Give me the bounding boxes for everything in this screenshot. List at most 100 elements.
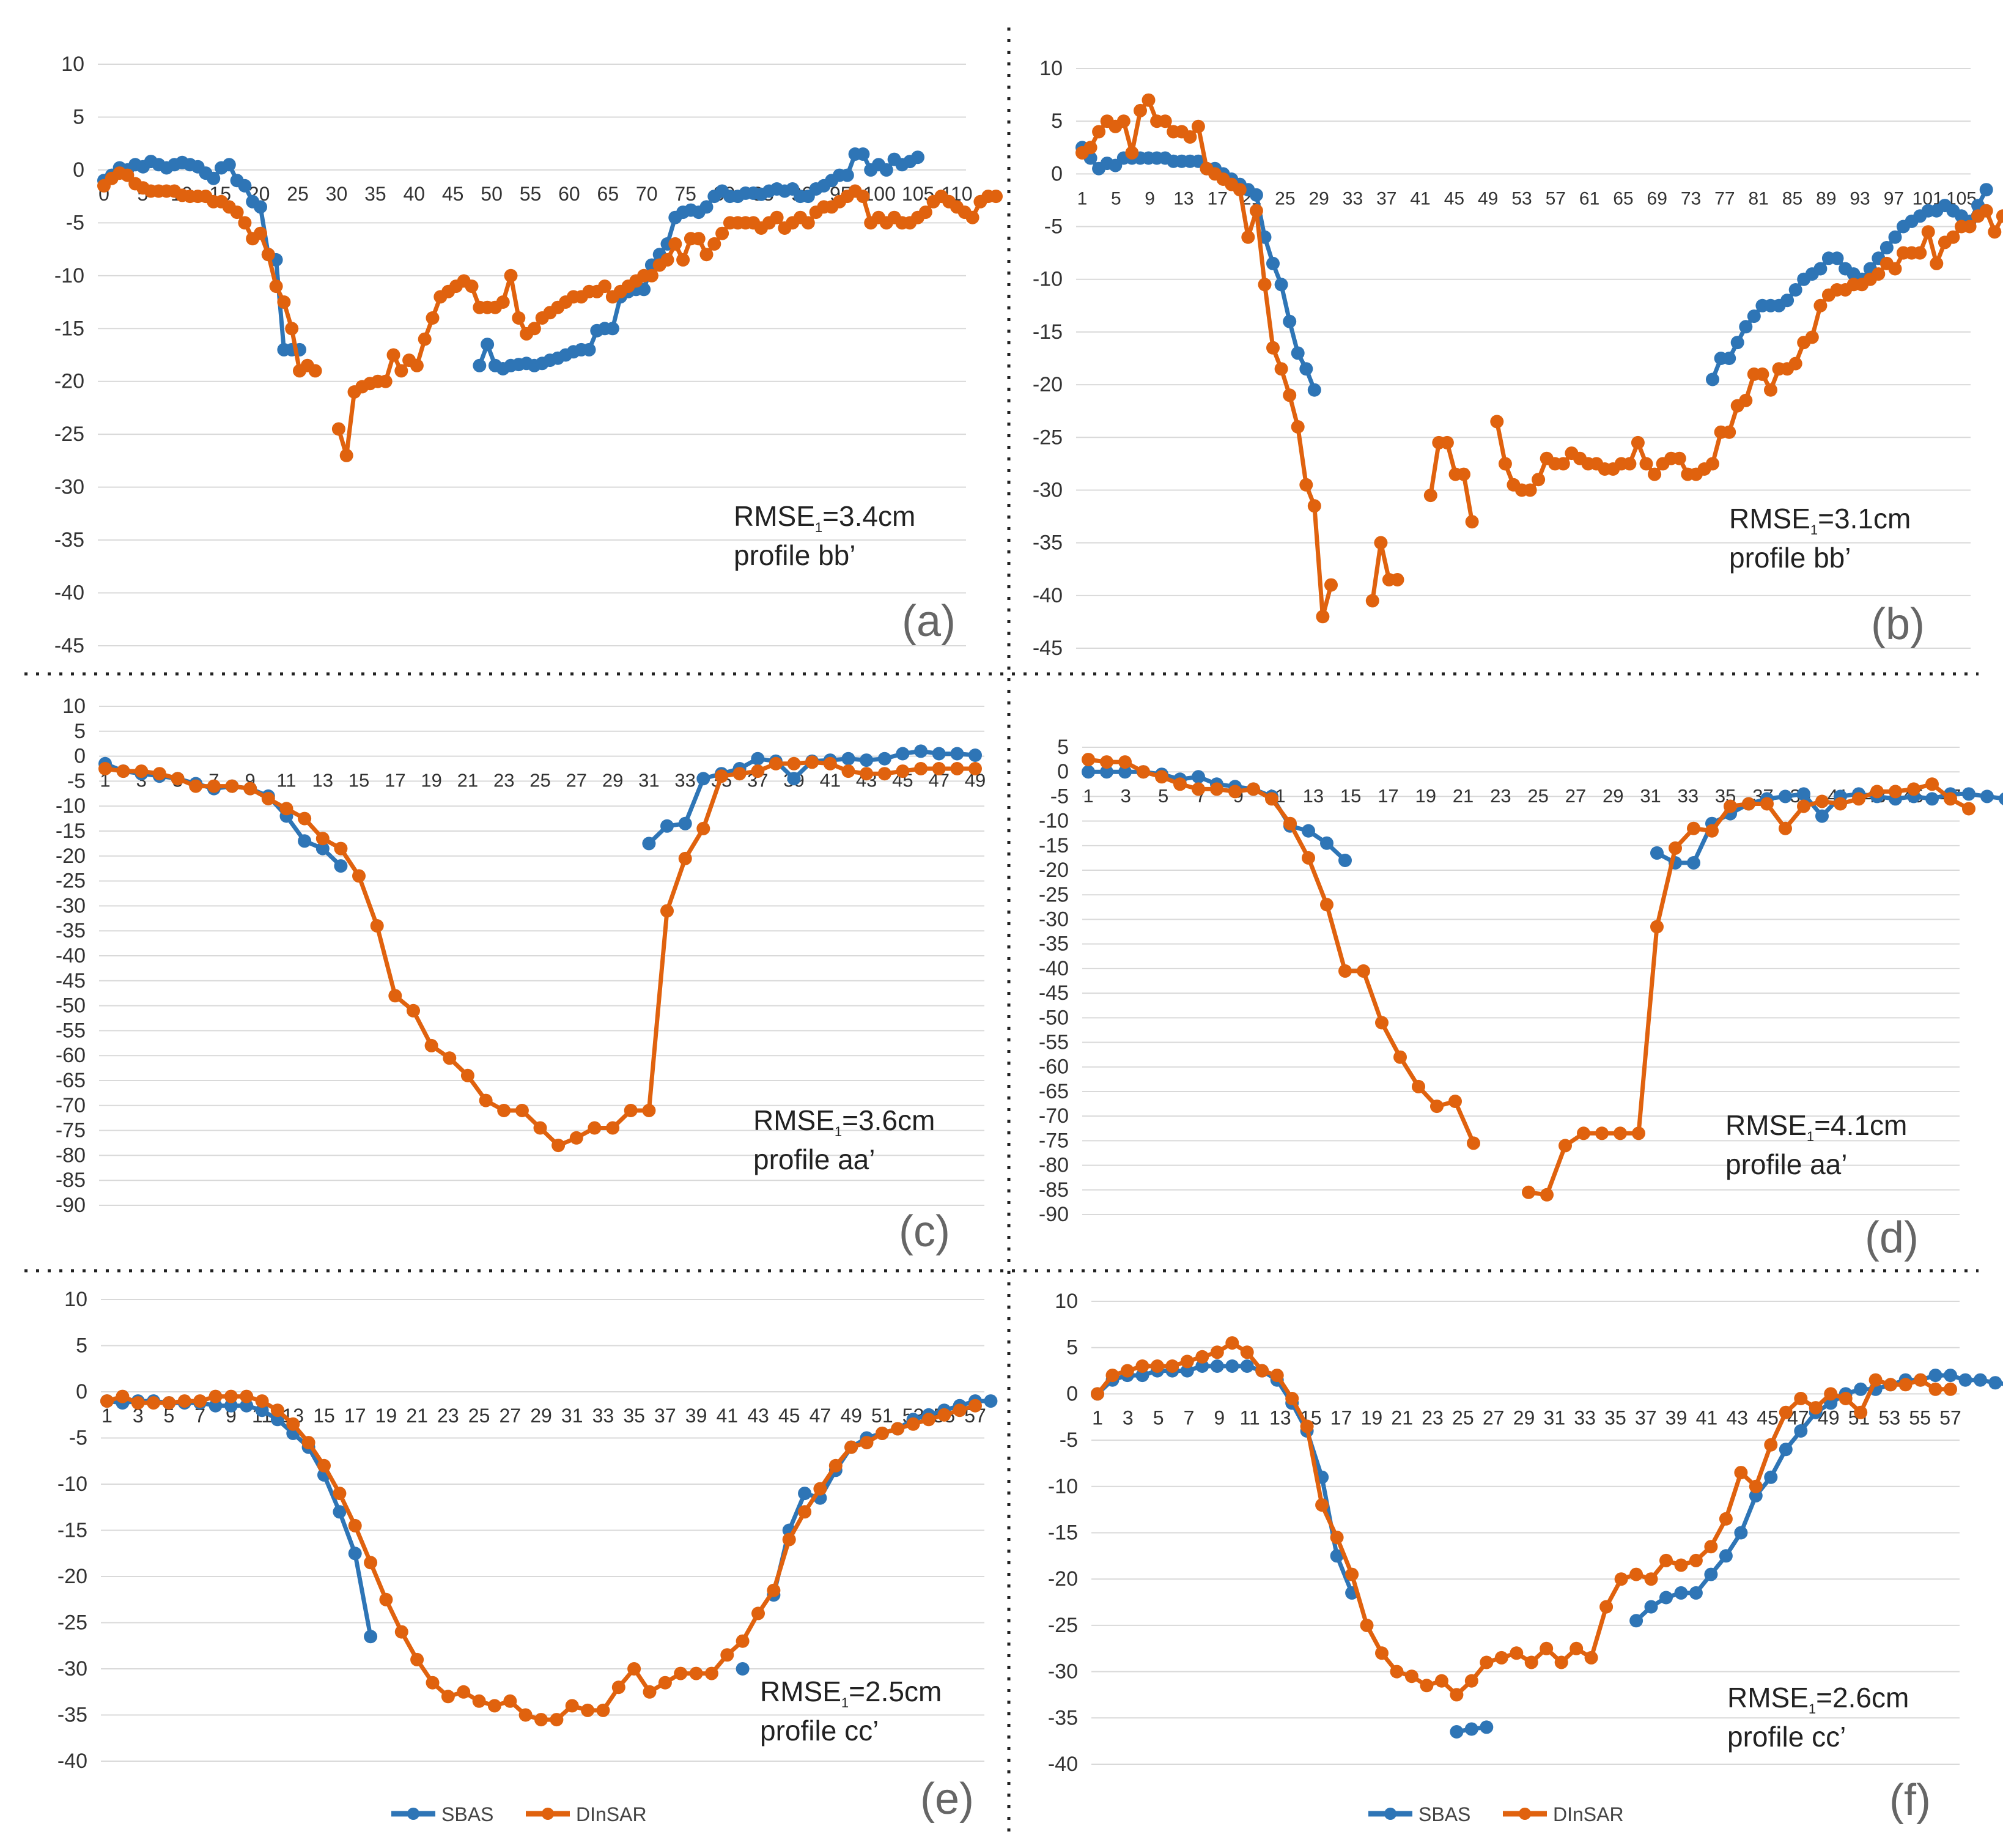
- sbas-data-point: [1135, 1369, 1149, 1383]
- dinsar-data-point: [1300, 1419, 1314, 1433]
- sbas-data-point: [856, 147, 870, 161]
- dinsar-data-point: [370, 919, 384, 933]
- sbas-data-point: [1730, 336, 1744, 350]
- dinsar-data-point: [1375, 1646, 1389, 1660]
- sbas-data-point: [1719, 1549, 1733, 1563]
- x-tick-label: 43: [747, 1405, 769, 1427]
- x-tick-label: 25: [1275, 188, 1295, 209]
- panel-d-gridlines: [1082, 747, 1960, 1215]
- dinsar-data-point: [1434, 1674, 1448, 1688]
- dinsar-data-point: [1868, 1373, 1883, 1387]
- sbas-data-point: [1225, 1359, 1239, 1373]
- dinsar-data-point: [1540, 1641, 1554, 1655]
- x-tick-label: 19: [1415, 785, 1436, 807]
- dinsar-data-point: [841, 764, 855, 778]
- dinsar-data-point: [1423, 489, 1437, 503]
- panel-c-gridlines: [99, 706, 984, 1206]
- y-tick-label: -5: [67, 769, 86, 793]
- dinsar-data-point: [720, 1648, 734, 1662]
- y-tick-label: 10: [62, 695, 86, 718]
- dinsar-data-point: [331, 422, 345, 436]
- y-tick-label: -40: [1048, 1753, 1078, 1776]
- dinsar-data-point: [1870, 785, 1884, 799]
- panel-d-y-tick-labels: 50-5-10-15-20-25-30-35-40-45-50-55-60-65…: [1039, 736, 1069, 1226]
- sbas-data-point: [984, 1394, 998, 1408]
- x-tick-label: 29: [530, 1405, 552, 1427]
- x-tick-label: 33: [1678, 785, 1699, 807]
- panel-b-panel-label: (b): [1871, 600, 1925, 649]
- x-tick-label: 41: [1410, 188, 1430, 209]
- panel-d-x-tick-labels: 1357911131517192123252729313335373941434…: [1083, 785, 1961, 807]
- panel-a-panel-label: (a): [902, 597, 956, 646]
- dinsar-data-point: [120, 168, 135, 182]
- y-tick-label: -35: [1039, 933, 1069, 956]
- dinsar-data-point: [503, 1694, 517, 1708]
- y-tick-label: -60: [1039, 1055, 1069, 1079]
- sbas-data-point: [1958, 1373, 1972, 1387]
- y-tick-label: -70: [1039, 1104, 1069, 1128]
- sbas-data-point: [787, 772, 801, 786]
- dinsar-data-point: [642, 1104, 656, 1117]
- x-tick-label: 43: [1726, 1406, 1748, 1429]
- panel-b-profile-label: profile bb’: [1729, 542, 1851, 574]
- dinsar-data-point: [1173, 777, 1187, 791]
- y-tick-label: -30: [57, 1657, 87, 1680]
- panel-e-panel-label: (e): [920, 1775, 974, 1824]
- dinsar-data-point: [1614, 1572, 1628, 1586]
- dinsar-data-point: [1674, 1558, 1688, 1572]
- sbas-data-point: [605, 322, 619, 336]
- x-tick-label: 9: [1214, 1406, 1225, 1429]
- dinsar-data-point: [1907, 782, 1920, 796]
- dinsar-data-point: [660, 904, 674, 918]
- x-tick-label: 33: [592, 1405, 614, 1427]
- y-tick-label: -35: [1033, 531, 1063, 555]
- y-tick-label: -5: [66, 211, 84, 234]
- dinsar-data-point: [1498, 457, 1512, 471]
- sbas-data-point: [1330, 1549, 1344, 1563]
- panel-f-y-tick-labels: 10 5 0 -5 -10 -15 -20 -25 -30 -35 -40: [1048, 1290, 1078, 1776]
- x-tick-label: 65: [597, 183, 619, 205]
- dinsar-data-point: [254, 226, 267, 240]
- panel-e-gridlines: [101, 1299, 984, 1762]
- dinsar-data-point: [533, 1121, 547, 1135]
- sbas-data-point: [1973, 1373, 1987, 1387]
- sbas-data-point: [1980, 789, 1994, 804]
- dinsar-data-point: [676, 253, 690, 267]
- dinsar-data-point: [1233, 183, 1247, 197]
- dinsar-data-point: [860, 1436, 874, 1450]
- dinsar-data-point: [581, 1703, 595, 1717]
- sbas-data-point: [1830, 251, 1844, 265]
- dinsar-data-point: [230, 205, 244, 220]
- y-tick-label: 0: [74, 745, 86, 768]
- dinsar-data-point: [551, 1139, 566, 1153]
- x-tick-label: 13: [1303, 785, 1324, 807]
- dinsar-data-point: [1404, 1669, 1418, 1684]
- dinsar-data-point: [1195, 1350, 1209, 1364]
- dinsar-data-point: [116, 1389, 130, 1403]
- dinsar-data-point: [410, 358, 424, 372]
- sbas-data-point: [1739, 320, 1753, 334]
- dinsar-data-point: [770, 210, 784, 224]
- y-tick-label: -40: [57, 1750, 87, 1773]
- sbas-data-point: [1100, 765, 1113, 779]
- dinsar-data-point: [277, 295, 291, 309]
- x-tick-label: 41: [820, 770, 841, 791]
- x-tick-label: 81: [1748, 188, 1768, 209]
- dinsar-data-point: [1082, 753, 1095, 767]
- x-tick-label: 37: [1635, 1406, 1657, 1429]
- dinsar-data-point: [1390, 573, 1404, 586]
- y-tick-label: -15: [1048, 1521, 1078, 1545]
- dinsar-data-point: [1705, 824, 1719, 838]
- dinsar-data-point: [426, 311, 440, 325]
- dinsar-data-point: [1742, 797, 1755, 811]
- y-tick-label: -10: [57, 1473, 87, 1496]
- x-tick-label: 31: [1640, 785, 1661, 807]
- sbas-data-point: [1249, 188, 1263, 202]
- dinsar-data-point: [352, 869, 366, 883]
- x-tick-label: 73: [1681, 188, 1701, 209]
- dinsar-data-point: [515, 1104, 529, 1117]
- dinsar-data-point: [334, 841, 348, 856]
- panel-b-series: [1075, 93, 2003, 624]
- dinsar-data-point: [1739, 393, 1753, 407]
